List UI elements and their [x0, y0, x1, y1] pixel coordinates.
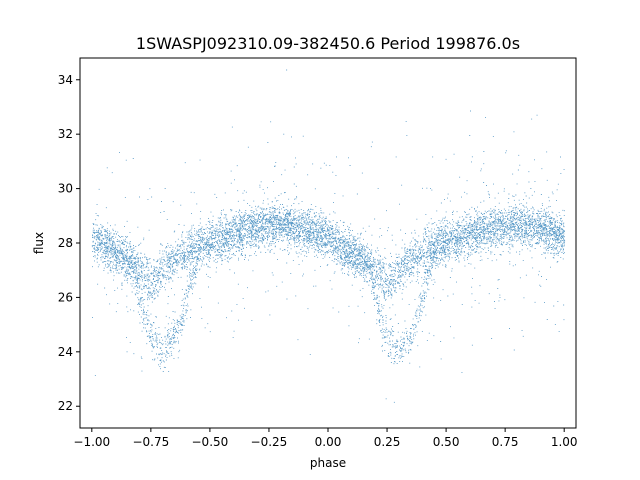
- x-axis-label: phase: [310, 456, 346, 470]
- y-tick-label: 22: [58, 399, 73, 413]
- scatter-points: [91, 69, 566, 403]
- x-tick-label: 0.75: [492, 435, 519, 449]
- y-tick-label: 34: [58, 73, 73, 87]
- x-axis: −1.00 −0.75 −0.50 −0.25 0.00 0.25 0.50 0.75 1.00: [73, 428, 578, 449]
- x-tick-label: 0.25: [374, 435, 401, 449]
- y-axis: 22 24 26 28 30 32 34: [58, 73, 80, 413]
- y-tick-label: 24: [58, 345, 73, 359]
- y-tick-label: 30: [58, 182, 73, 196]
- x-tick-label: 0.50: [433, 435, 460, 449]
- x-tick-label: −1.00: [73, 435, 110, 449]
- y-axis-label: flux: [32, 232, 46, 254]
- chart-title: 1SWASPJ092310.09-382450.6 Period 199876.…: [136, 34, 520, 53]
- x-tick-label: 0.00: [315, 435, 342, 449]
- y-tick-label: 26: [58, 290, 73, 304]
- y-tick-label: 28: [58, 236, 73, 250]
- x-tick-label: −0.25: [251, 435, 288, 449]
- data-points: [91, 69, 566, 403]
- y-tick-label: 32: [58, 127, 73, 141]
- x-tick-label: 1.00: [551, 435, 578, 449]
- x-tick-label: −0.75: [132, 435, 169, 449]
- x-tick-label: −0.50: [192, 435, 229, 449]
